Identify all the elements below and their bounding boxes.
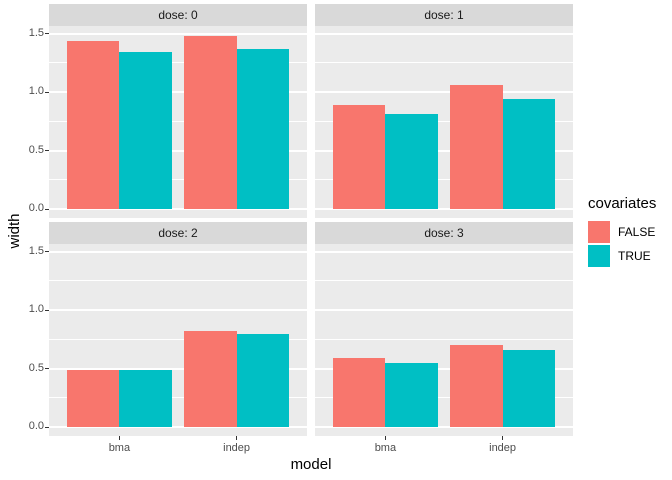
gridline-minor (315, 120, 573, 122)
y-axis-tick (45, 426, 49, 428)
x-axis-tick (118, 436, 120, 440)
gridline-minor (49, 338, 307, 340)
legend-entry-label: TRUE (618, 249, 651, 263)
bar-indep-false (449, 85, 503, 210)
bar-bma-true (385, 114, 439, 210)
bar-indep-true (236, 48, 290, 210)
y-axis-tick (45, 368, 49, 370)
bar-indep-false (183, 331, 237, 428)
legend-title: covariates (588, 195, 657, 212)
gridline-major (315, 309, 573, 312)
facet-strip: dose: 2 (49, 222, 307, 244)
bar-bma-false (66, 40, 120, 210)
bar-bma-false (66, 369, 120, 428)
y-axis-tick (45, 33, 49, 35)
legend-key-swatch-true (588, 245, 610, 267)
bar-indep-true (502, 99, 556, 210)
gridline-major (49, 91, 307, 94)
gridline-major (315, 250, 573, 253)
facet-panel (49, 244, 307, 436)
bar-bma-true (119, 52, 173, 210)
y-tick-label: 0.0 (28, 420, 44, 433)
bar-indep-true (502, 349, 556, 428)
facet-panel (315, 244, 573, 436)
gridline-minor (49, 397, 307, 399)
gridline-major (49, 426, 307, 429)
legend-item: TRUE (588, 245, 656, 267)
gridline-major (49, 149, 307, 152)
y-tick-label: 1.5 (28, 244, 44, 257)
facet-strip: dose: 0 (49, 4, 307, 26)
y-tick-label: 0.5 (28, 361, 44, 374)
gridline-major (315, 149, 573, 152)
x-axis-tick (236, 436, 238, 440)
x-tick-label: bma (108, 442, 131, 454)
x-tick-label: bma (374, 442, 397, 454)
facet-panel (315, 26, 573, 218)
y-axis-tick (45, 150, 49, 152)
gridline-major (315, 426, 573, 429)
gridline-major (49, 250, 307, 253)
bar-indep-false (449, 345, 503, 428)
y-axis-tick (45, 91, 49, 93)
y-axis-tick (45, 251, 49, 253)
legend-item: FALSE (588, 221, 656, 243)
gridline-minor (315, 280, 573, 282)
gridline-minor (315, 62, 573, 64)
y-tick-label: 1.0 (28, 303, 44, 316)
x-axis-tick (502, 436, 504, 440)
gridline-major (49, 367, 307, 370)
gridline-minor (49, 179, 307, 181)
bar-bma-true (385, 362, 439, 428)
gridline-minor (49, 120, 307, 122)
legend-key-swatch-false (588, 221, 610, 243)
y-tick-label: 0.5 (28, 143, 44, 156)
gridline-major (315, 367, 573, 370)
gridline-minor (315, 338, 573, 340)
gridline-major (49, 208, 307, 211)
facet-strip: dose: 3 (315, 222, 573, 244)
facet-panel (49, 26, 307, 218)
gridline-minor (49, 62, 307, 64)
y-tick-label: 1.5 (28, 26, 44, 39)
gridline-major (315, 32, 573, 35)
y-axis-tick (45, 309, 49, 311)
y-axis-tick (45, 208, 49, 210)
gridline-major (315, 91, 573, 94)
gridline-major (49, 32, 307, 35)
x-axis-tick (384, 436, 386, 440)
legend: covariates FALSE TRUE (588, 195, 656, 269)
y-tick-label: 0.0 (28, 202, 44, 215)
bar-indep-false (183, 35, 237, 210)
bar-bma-false (332, 105, 386, 210)
bar-bma-false (332, 358, 386, 428)
bar-indep-true (236, 333, 290, 428)
gridline-minor (49, 280, 307, 282)
bar-bma-true (119, 369, 173, 428)
legend-items: FALSE TRUE (588, 221, 656, 267)
facet-strip: dose: 1 (315, 4, 573, 26)
gridline-major (49, 309, 307, 312)
legend-entry-label: FALSE (618, 225, 656, 239)
y-tick-label: 1.0 (28, 85, 44, 98)
gridline-minor (315, 179, 573, 181)
x-axis-title: model (290, 456, 332, 473)
x-tick-label: indep (223, 442, 251, 454)
gridline-minor (315, 397, 573, 399)
x-tick-label: indep (489, 442, 517, 454)
gridline-major (315, 208, 573, 211)
